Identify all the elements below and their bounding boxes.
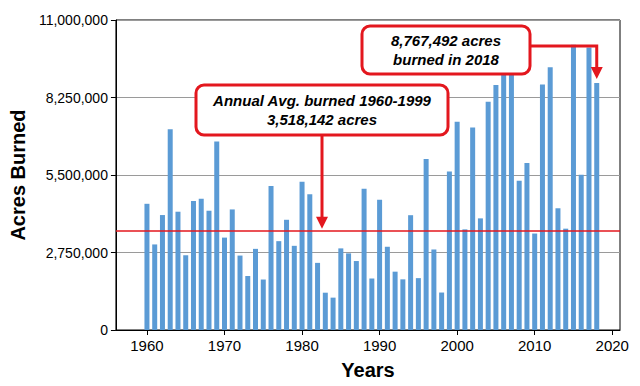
- svg-text:1980: 1980: [285, 337, 318, 354]
- svg-text:Years: Years: [341, 359, 394, 381]
- svg-text:11,000,000: 11,000,000: [39, 12, 108, 28]
- svg-text:1990: 1990: [363, 337, 396, 354]
- svg-text:1970: 1970: [208, 337, 241, 354]
- svg-text:burned in 2018: burned in 2018: [393, 51, 500, 68]
- svg-text:2,750,000: 2,750,000: [46, 245, 108, 261]
- svg-text:1960: 1960: [130, 337, 163, 354]
- svg-text:2020: 2020: [596, 337, 629, 354]
- svg-text:Acres Burned: Acres Burned: [7, 109, 29, 240]
- svg-text:0: 0: [100, 322, 108, 338]
- svg-text:8,250,000: 8,250,000: [46, 90, 108, 106]
- svg-text:8,767,492 acres: 8,767,492 acres: [391, 32, 501, 49]
- svg-text:2010: 2010: [518, 337, 551, 354]
- svg-text:3,518,142 acres: 3,518,142 acres: [267, 111, 377, 128]
- svg-text:5,500,000: 5,500,000: [46, 167, 108, 183]
- svg-text:2000: 2000: [440, 337, 473, 354]
- svg-text:Annual Avg. burned 1960-1999: Annual Avg. burned 1960-1999: [212, 92, 432, 109]
